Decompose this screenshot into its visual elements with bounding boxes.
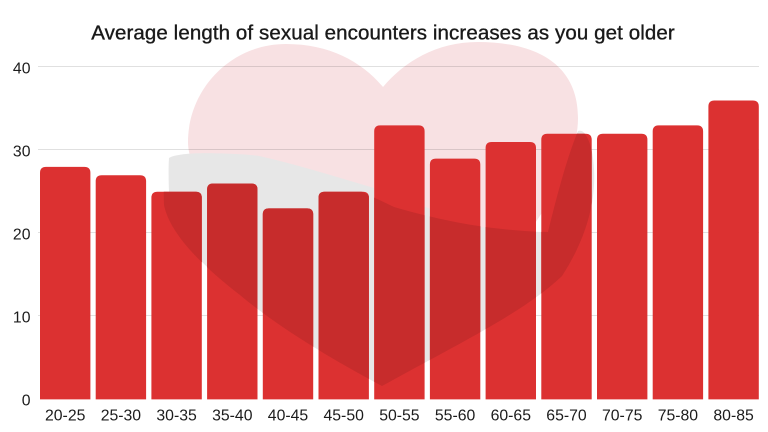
svg-text:70-75: 70-75 [602, 407, 643, 424]
svg-text:Average length of sexual encou: Average length of sexual encounters incr… [91, 22, 675, 45]
svg-text:20: 20 [13, 226, 31, 243]
svg-text:30-35: 30-35 [156, 407, 197, 424]
svg-text:40: 40 [13, 60, 31, 77]
svg-text:40-45: 40-45 [268, 407, 309, 424]
svg-text:50-55: 50-55 [379, 407, 420, 424]
svg-text:55-60: 55-60 [435, 407, 476, 424]
svg-text:25-30: 25-30 [101, 407, 142, 424]
svg-text:0: 0 [22, 392, 31, 409]
svg-text:35-40: 35-40 [212, 407, 253, 424]
svg-text:30: 30 [13, 143, 31, 160]
svg-text:20-25: 20-25 [45, 407, 86, 424]
svg-text:75-80: 75-80 [658, 407, 699, 424]
svg-text:80-85: 80-85 [713, 407, 754, 424]
svg-text:45-50: 45-50 [323, 407, 364, 424]
svg-text:60-65: 60-65 [491, 407, 532, 424]
svg-text:65-70: 65-70 [546, 407, 587, 424]
svg-text:10: 10 [13, 309, 31, 326]
